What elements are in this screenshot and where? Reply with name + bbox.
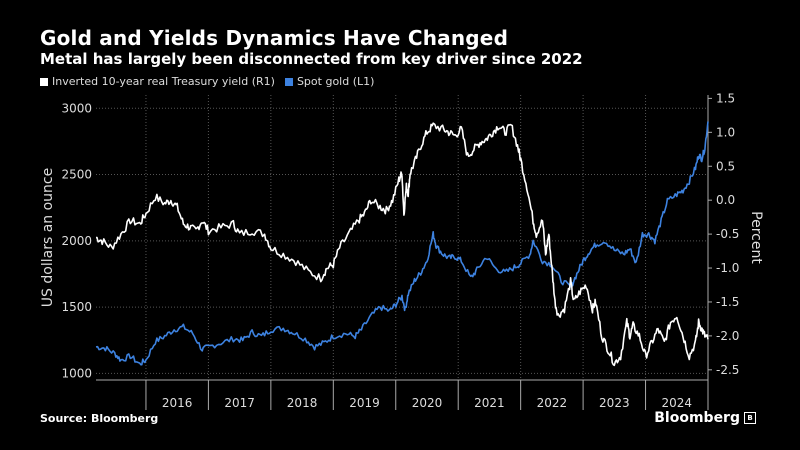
legend-swatch-gold (284, 77, 293, 86)
legend-swatch-yield (40, 77, 48, 86)
legend-item-yield: Inverted 10-year real Treasury yield (R1… (40, 75, 275, 88)
legend: Inverted 10-year real Treasury yield (R1… (40, 75, 374, 88)
y-left-tick-label: 1500 (61, 300, 92, 314)
y-right-tick-label: 0.5 (716, 159, 735, 173)
y-left-tick-label: 3000 (61, 101, 92, 115)
x-tick-label: 2021 (474, 396, 505, 410)
x-tick-label: 2016 (162, 396, 193, 410)
legend-label-yield: Inverted 10-year real Treasury yield (R1… (52, 75, 275, 88)
y-left-tick-label: 1000 (61, 366, 92, 380)
y-right-tick-label: 1.5 (716, 91, 735, 105)
y-right-axis-title: Percent (748, 211, 764, 264)
y-right-tick-label: -0.5 (716, 227, 739, 241)
bloomberg-logo: Bloomberg B (654, 410, 756, 426)
x-tick-label: 2024 (662, 396, 693, 410)
y-right-tick-label: 1.0 (716, 125, 735, 139)
y-right-tick-label: 0.0 (716, 193, 735, 207)
x-tick-label: 2017 (224, 396, 255, 410)
y-right-tick-label: -2.0 (716, 329, 739, 343)
y-left-axis-title: US dollars an ounce (40, 168, 56, 307)
x-tick-label: 2018 (287, 396, 318, 410)
brand-name: Bloomberg (654, 410, 740, 426)
chart-subtitle: Metal has largely been disconnected from… (40, 50, 583, 68)
x-tick-label: 2022 (537, 396, 568, 410)
source-note: Source: Bloomberg (40, 412, 159, 425)
y-right-tick-label: -1.0 (716, 261, 739, 275)
series-line-gold (95, 121, 709, 366)
x-tick-label: 2019 (349, 396, 380, 410)
y-left-tick-label: 2500 (61, 168, 92, 182)
legend-label-gold: Spot gold (L1) (296, 75, 375, 88)
brand-box-icon: B (744, 412, 756, 424)
y-left-tick-label: 2000 (61, 234, 92, 248)
legend-item-gold: Spot gold (L1) (284, 75, 375, 88)
x-tick-label: 2020 (412, 396, 443, 410)
series-line-yield (96, 122, 709, 367)
x-tick-label: 2023 (599, 396, 630, 410)
y-right-tick-label: -1.5 (716, 295, 739, 309)
y-right-tick-label: -2.5 (716, 363, 739, 377)
chart-title: Gold and Yields Dynamics Have Changed (40, 26, 509, 50)
